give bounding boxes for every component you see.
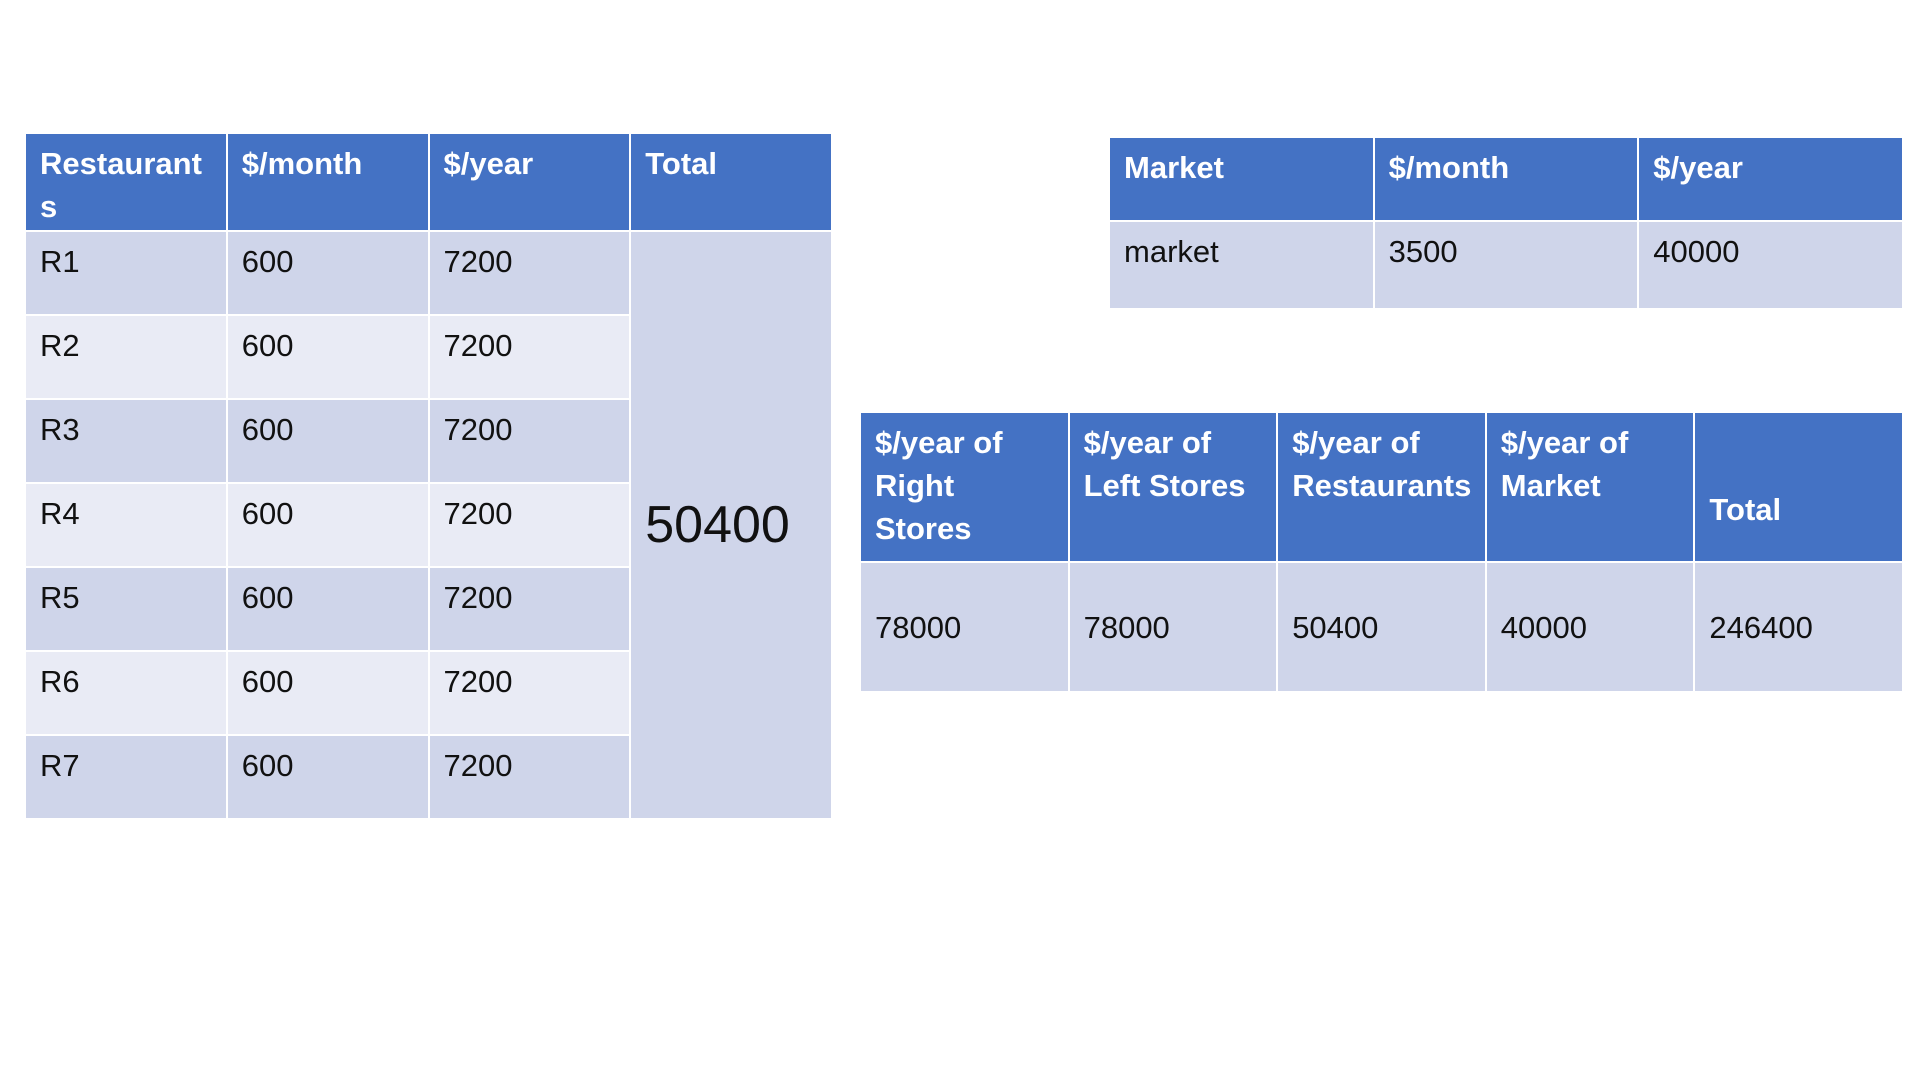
summary-table: $/year of Right Stores $/year of Left St… — [859, 411, 1904, 693]
table-row: R2 600 7200 — [24, 314, 832, 400]
restaurant-name: R5 — [24, 566, 228, 652]
table-row: R4 600 7200 — [24, 482, 832, 568]
restaurant-year: 7200 — [427, 398, 632, 484]
header-month: $/month — [1372, 136, 1640, 222]
left-stores-value: 78000 — [1067, 561, 1279, 693]
table-row: market 3500 40000 — [1108, 220, 1904, 310]
header-year: $/year — [427, 132, 632, 232]
restaurant-year: 7200 — [427, 314, 632, 400]
restaurant-name: R3 — [24, 398, 228, 484]
market-month: 3500 — [1372, 220, 1640, 310]
header-month: $/month — [225, 132, 430, 232]
market-year: 40000 — [1637, 220, 1904, 310]
restaurant-name: R1 — [24, 230, 228, 316]
summary-header-row: $/year of Right Stores $/year of Left St… — [859, 411, 1904, 563]
restaurants-value: 50400 — [1276, 561, 1487, 693]
header-market-year: $/year of Market — [1484, 411, 1696, 563]
restaurant-month: 600 — [225, 650, 430, 736]
restaurant-month: 600 — [225, 314, 430, 400]
restaurant-name: R6 — [24, 650, 228, 736]
header-market: Market — [1108, 136, 1375, 222]
restaurant-year: 7200 — [427, 482, 632, 568]
restaurant-month: 600 — [225, 482, 430, 568]
restaurant-year: 7200 — [427, 566, 632, 652]
market-value: 40000 — [1484, 561, 1696, 693]
restaurants-total: 50400 — [629, 230, 833, 820]
restaurant-month: 600 — [225, 398, 430, 484]
header-restaurants: Restaurant s — [24, 132, 228, 232]
restaurant-month: 600 — [225, 566, 430, 652]
table-row: R1 600 7200 50400 — [24, 230, 833, 820]
header-right-stores: $/year of Right Stores — [859, 411, 1070, 563]
table-row: R6 600 7200 — [24, 650, 832, 736]
market-table: Market $/month $/year market 3500 40000 — [1108, 136, 1904, 310]
table-row: 78000 78000 50400 40000 246400 — [859, 561, 1904, 693]
header-left-stores: $/year of Left Stores — [1067, 411, 1279, 563]
restaurant-name: R4 — [24, 482, 228, 568]
restaurant-month: 600 — [225, 734, 430, 820]
right-stores-value: 78000 — [859, 561, 1070, 693]
market-name: market — [1108, 220, 1375, 310]
restaurant-name: R2 — [24, 314, 228, 400]
market-header-row: Market $/month $/year — [1108, 136, 1904, 222]
restaurant-year: 7200 — [427, 230, 632, 316]
header-restaurants-year: $/year of Restaurants — [1276, 411, 1487, 563]
table-row: R7 600 7200 — [24, 734, 832, 820]
restaurants-table: Restaurant s $/month $/year Total R1 600… — [24, 132, 833, 820]
header-year: $/year — [1637, 136, 1904, 222]
restaurant-year: 7200 — [427, 734, 632, 820]
restaurant-name: R7 — [24, 734, 228, 820]
restaurant-year: 7200 — [427, 650, 632, 736]
table-row: R5 600 7200 — [24, 566, 832, 652]
header-total: Total — [1693, 411, 1904, 563]
restaurants-header-row: Restaurant s $/month $/year Total — [24, 132, 833, 232]
header-total: Total — [629, 132, 833, 232]
restaurant-month: 600 — [225, 230, 430, 316]
table-row: R3 600 7200 — [24, 398, 832, 484]
grand-total-value: 246400 — [1693, 561, 1904, 693]
